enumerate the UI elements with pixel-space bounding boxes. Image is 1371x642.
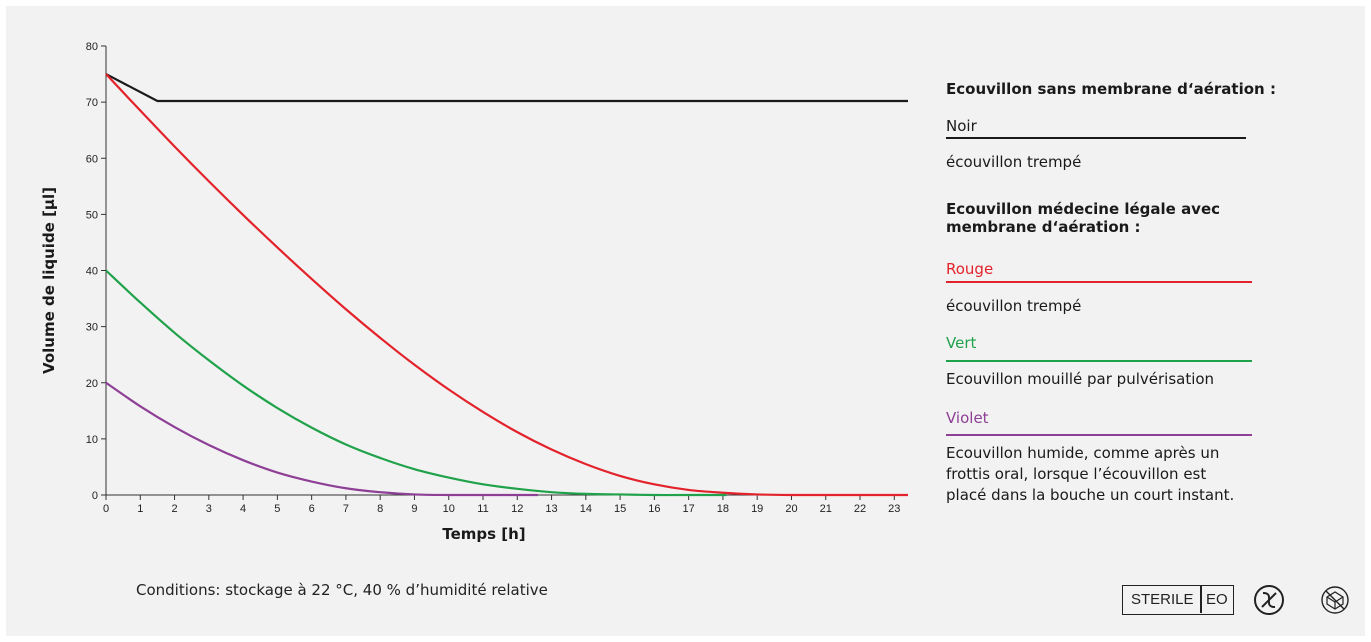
x-tick-label: 11 bbox=[477, 503, 488, 515]
method-label: EO bbox=[1206, 591, 1228, 608]
x-tick-label: 16 bbox=[648, 503, 660, 515]
x-tick-label: 14 bbox=[580, 503, 592, 515]
x-axis-label: Temps [h] bbox=[442, 525, 525, 543]
y-tick-label: 10 bbox=[86, 434, 98, 446]
series-line-violet bbox=[105, 381, 538, 497]
x-tick-label: 7 bbox=[343, 503, 349, 515]
legend-label-vert: Vert bbox=[946, 334, 977, 352]
legend-heading-membrane: Ecouvillon médecine légale avec membrane… bbox=[946, 200, 1221, 236]
x-tick-label: 15 bbox=[614, 503, 626, 515]
do-not-use-if-damaged-icon bbox=[1321, 586, 1349, 614]
x-tick-label: 8 bbox=[377, 503, 383, 515]
x-tick-label: 13 bbox=[545, 503, 557, 515]
y-tick-label: 60 bbox=[86, 153, 98, 165]
x-tick-label: 23 bbox=[888, 503, 900, 515]
sterile-eo-symbol: STERILE EO bbox=[1122, 585, 1234, 615]
x-tick-label: 4 bbox=[240, 503, 246, 515]
legend-line-noir bbox=[946, 137, 1246, 139]
x-tick-label: 19 bbox=[751, 503, 763, 515]
x-tick-label: 5 bbox=[274, 503, 280, 515]
y-tick-label: 80 bbox=[86, 41, 98, 53]
legend-desc-rouge: écouvillon trempé bbox=[946, 297, 1082, 315]
legend-line-violet bbox=[946, 434, 1252, 436]
legend-label-noir: Noir bbox=[946, 117, 977, 135]
x-tick-label: 18 bbox=[717, 503, 729, 515]
legend-desc-violet: Ecouvillon humide, comme après un frotti… bbox=[946, 444, 1235, 504]
x-tick-label: 21 bbox=[820, 503, 832, 515]
x-tick-label: 1 bbox=[137, 503, 143, 515]
x-tick-label: 2 bbox=[171, 503, 177, 515]
x-tick-label: 12 bbox=[511, 503, 523, 515]
legend-label-violet: Violet bbox=[946, 409, 989, 427]
series-line-vert bbox=[105, 269, 727, 497]
y-tick-label: 0 bbox=[92, 490, 98, 502]
y-tick-label: 20 bbox=[86, 378, 98, 390]
legend-line-vert bbox=[946, 360, 1252, 362]
legend-desc-vert: Ecouvillon mouillé par pulvérisation bbox=[946, 370, 1215, 388]
x-tick-label: 6 bbox=[309, 503, 315, 515]
x-tick-label: 10 bbox=[443, 503, 455, 515]
y-axis-label: Volume de liquide [µl] bbox=[40, 187, 58, 374]
x-tick-label: 17 bbox=[683, 503, 695, 515]
legend-line-rouge bbox=[946, 281, 1252, 283]
series-line-noir bbox=[105, 73, 908, 103]
x-tick-label: 9 bbox=[411, 503, 417, 515]
figure-card bbox=[6, 6, 1365, 636]
do-not-reuse-icon bbox=[1254, 585, 1284, 615]
legend-label-rouge: Rouge bbox=[946, 260, 994, 278]
y-tick-label: 40 bbox=[86, 266, 98, 278]
y-tick-label: 30 bbox=[86, 322, 98, 334]
x-tick-label: 3 bbox=[206, 503, 212, 515]
series-line-rouge bbox=[105, 73, 908, 497]
sterile-label: STERILE bbox=[1131, 591, 1194, 608]
x-tick-label: 0 bbox=[103, 503, 109, 515]
legend-desc-noir: écouvillon trempé bbox=[946, 153, 1082, 171]
x-tick-label: 20 bbox=[785, 503, 797, 515]
y-tick-label: 50 bbox=[86, 209, 98, 221]
x-tick-label: 22 bbox=[854, 503, 866, 515]
legend-heading-no-membrane: Ecouvillon sans membrane d‘aération : bbox=[946, 80, 1276, 98]
y-tick-label: 70 bbox=[86, 97, 98, 109]
storage-conditions-note: Conditions: stockage à 22 °C, 40 % d’hum… bbox=[136, 581, 548, 599]
